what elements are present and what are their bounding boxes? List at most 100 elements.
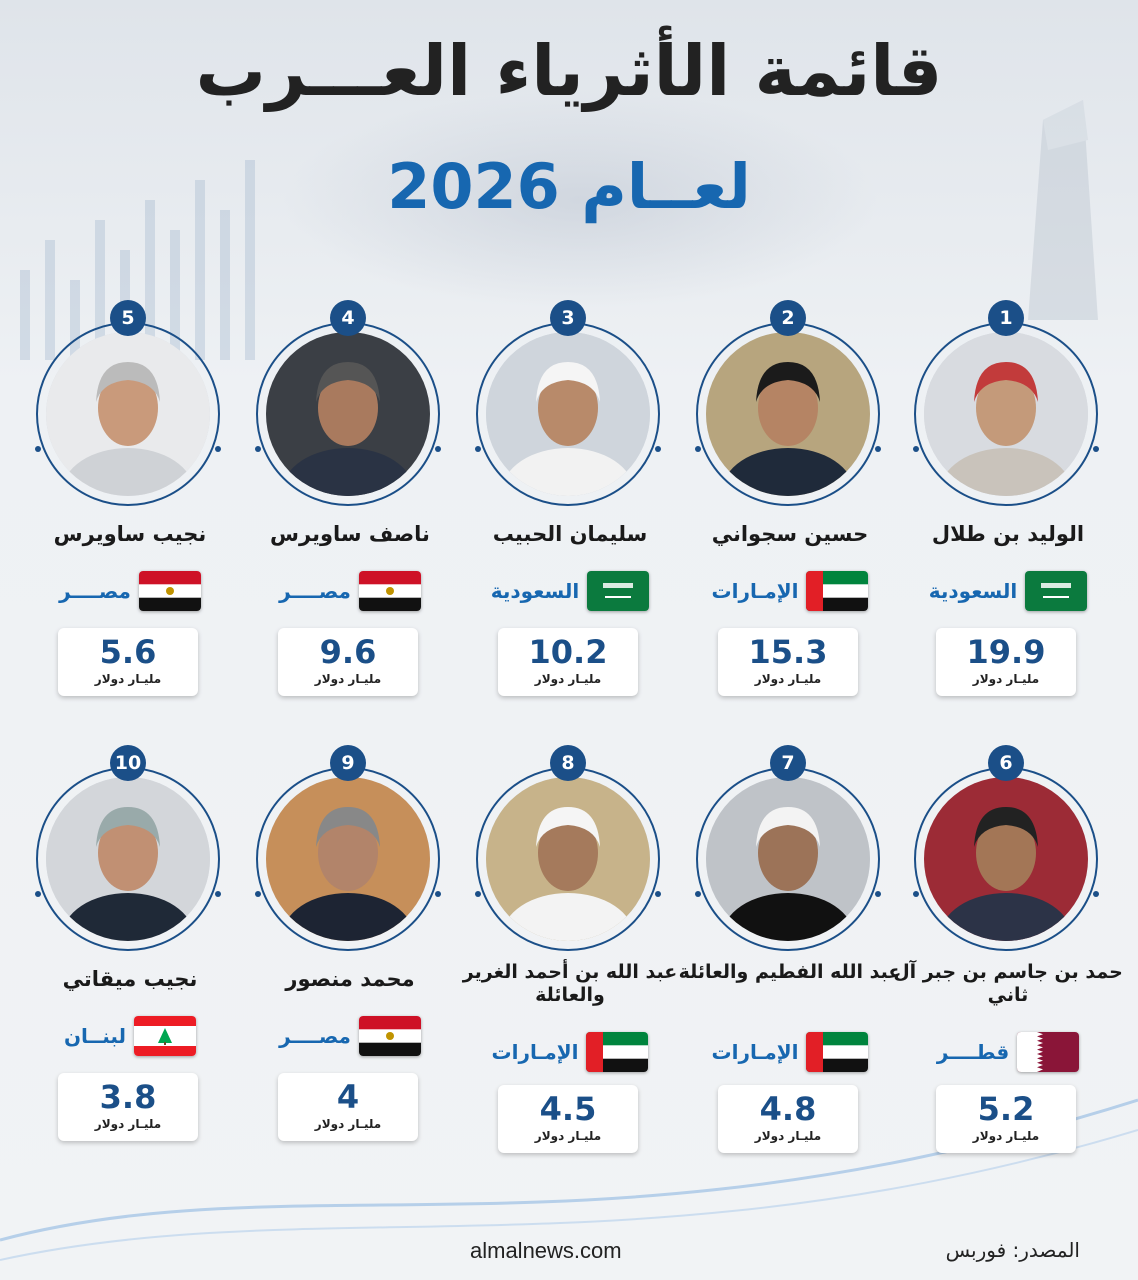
- person-name: نجيب ميقاتي: [62, 967, 198, 991]
- net-worth-box: 19.9 مليـار دولار: [936, 628, 1076, 696]
- net-worth-box: 4 مليـار دولار: [278, 1073, 418, 1141]
- person-name: حمد بن جاسم بن جبر آل ثاني: [893, 961, 1123, 1006]
- country-name: السعودية: [490, 579, 580, 603]
- net-worth-box: 4.8 مليـار دولار: [718, 1085, 858, 1153]
- country-row: الإمـارات: [450, 1031, 690, 1073]
- country-row: مصــــر: [10, 570, 250, 612]
- person-name: سليمان الحبيب: [492, 522, 648, 546]
- person-silhouette-icon: [266, 777, 430, 941]
- saudi-flag-icon: [587, 571, 650, 611]
- net-worth-unit: مليـار دولار: [534, 1129, 602, 1143]
- net-worth-box: 3.8 مليـار دولار: [58, 1073, 198, 1141]
- net-worth-unit: مليـار دولار: [534, 672, 602, 686]
- portrait-frame: [35, 322, 221, 506]
- net-worth-box: 5.6 مليـار دولار: [58, 628, 198, 696]
- rank-badge: 1: [988, 300, 1024, 336]
- person-silhouette-icon: [924, 332, 1088, 496]
- rank-badge: 4: [330, 300, 366, 336]
- portrait-frame: [255, 322, 441, 506]
- rank-badge: 3: [550, 300, 586, 336]
- person-card-8: 8 عبد الله بن أحمد الغرير والعائلة الإمـ…: [463, 745, 677, 1153]
- country-row: مصــــر: [230, 570, 470, 612]
- net-worth-unit: مليـار دولار: [754, 1129, 822, 1143]
- person-silhouette-icon: [706, 777, 870, 941]
- net-worth-box: 5.2 مليـار دولار: [936, 1085, 1076, 1153]
- person-name: عبد الله بن أحمد الغرير والعائلة: [462, 961, 678, 1006]
- country-row: السعودية: [888, 570, 1128, 612]
- uae-flag-icon: [586, 1032, 649, 1072]
- page-title: قائمة الأثرياء العـــرب: [195, 30, 943, 112]
- person-card-6: 6 حمد بن جاسم بن جبر آل ثاني قطــــر 5.2…: [893, 745, 1123, 1153]
- person-silhouette-icon: [46, 777, 210, 941]
- net-worth-unit: مليـار دولار: [94, 672, 162, 686]
- portrait-photo: [46, 332, 210, 496]
- portrait-photo: [266, 777, 430, 941]
- net-worth-unit: مليـار دولار: [754, 672, 822, 686]
- person-silhouette-icon: [924, 777, 1088, 941]
- country-name: لبنــان: [63, 1024, 127, 1048]
- net-worth-value: 4.5: [539, 1090, 597, 1128]
- net-worth-value: 9.6: [319, 633, 377, 671]
- net-worth-value: 4.8: [759, 1090, 817, 1128]
- egypt-flag-icon: [358, 1016, 421, 1056]
- net-worth-value: 4: [336, 1078, 360, 1116]
- rank-badge: 5: [110, 300, 146, 336]
- rank-badge: 8: [550, 745, 586, 781]
- portrait-frame: [913, 767, 1099, 951]
- portrait-frame: [255, 767, 441, 951]
- portrait-frame: [695, 767, 881, 951]
- portrait-photo: [706, 332, 870, 496]
- person-silhouette-icon: [706, 332, 870, 496]
- person-silhouette-icon: [486, 777, 650, 941]
- net-worth-unit: مليـار دولار: [94, 1117, 162, 1131]
- person-card-4: 4 ناصف ساويرس مصــــر 9.6 مليـار دولار: [250, 300, 450, 696]
- net-worth-box: 9.6 مليـار دولار: [278, 628, 418, 696]
- website-label: almalnews.com: [470, 1238, 622, 1263]
- person-card-7: 7 عبد الله الفطيم والعائلة الإمـارات 4.8…: [679, 745, 901, 1153]
- person-name: حسين سجواني: [711, 522, 869, 546]
- country-name: الإمـارات: [491, 1040, 579, 1064]
- country-name: مصــــر: [59, 579, 131, 603]
- rank-badge: 9: [330, 745, 366, 781]
- page-subtitle: لعــام 2026: [387, 150, 751, 223]
- portrait-frame: [913, 322, 1099, 506]
- country-name: السعودية: [928, 579, 1018, 603]
- person-card-9: 9 محمد منصور مصــــر 4 مليـار دولار: [250, 745, 450, 1141]
- net-worth-unit: مليـار دولار: [972, 672, 1040, 686]
- country-name: الإمـارات: [711, 579, 799, 603]
- portrait-photo: [46, 777, 210, 941]
- person-card-1: 1 الوليد بن طلال السعودية 19.9 مليـار دو…: [908, 300, 1108, 696]
- net-worth-value: 15.3: [748, 633, 828, 671]
- person-silhouette-icon: [46, 332, 210, 496]
- country-row: قطــــر: [888, 1031, 1128, 1073]
- net-worth-value: 19.9: [966, 633, 1046, 671]
- net-worth-unit: مليـار دولار: [972, 1129, 1040, 1143]
- net-worth-value: 10.2: [528, 633, 608, 671]
- rank-badge: 2: [770, 300, 806, 336]
- net-worth-box: 10.2 مليـار دولار: [498, 628, 638, 696]
- uae-flag-icon: [806, 571, 869, 611]
- person-name: محمد منصور: [285, 967, 415, 991]
- country-row: السعودية: [450, 570, 690, 612]
- person-name: نجيب ساويرس: [53, 522, 207, 546]
- net-worth-value: 3.8: [99, 1078, 157, 1116]
- portrait-frame: [35, 767, 221, 951]
- portrait-frame: [475, 767, 661, 951]
- portrait-photo: [486, 332, 650, 496]
- country-name: قطــــر: [936, 1040, 1010, 1064]
- country-row: لبنــان: [10, 1015, 250, 1057]
- person-card-2: 2 حسين سجواني الإمـارات 15.3 مليـار دولا…: [690, 300, 890, 696]
- uae-flag-icon: [806, 1032, 869, 1072]
- qatar-flag-icon: [1017, 1032, 1080, 1072]
- country-row: الإمـارات: [670, 570, 910, 612]
- person-name: ناصف ساويرس: [270, 522, 430, 546]
- egypt-flag-icon: [138, 571, 201, 611]
- person-card-5: 5 نجيب ساويرس مصــــر 5.6 مليـار دولار: [30, 300, 230, 696]
- person-silhouette-icon: [486, 332, 650, 496]
- portrait-photo: [266, 332, 430, 496]
- rank-badge: 6: [988, 745, 1024, 781]
- rank-badge: 10: [110, 745, 146, 781]
- person-name: الوليد بن طلال: [931, 522, 1085, 546]
- country-row: مصــــر: [230, 1015, 470, 1057]
- person-card-3: 3 سليمان الحبيب السعودية 10.2 مليـار دول…: [470, 300, 670, 696]
